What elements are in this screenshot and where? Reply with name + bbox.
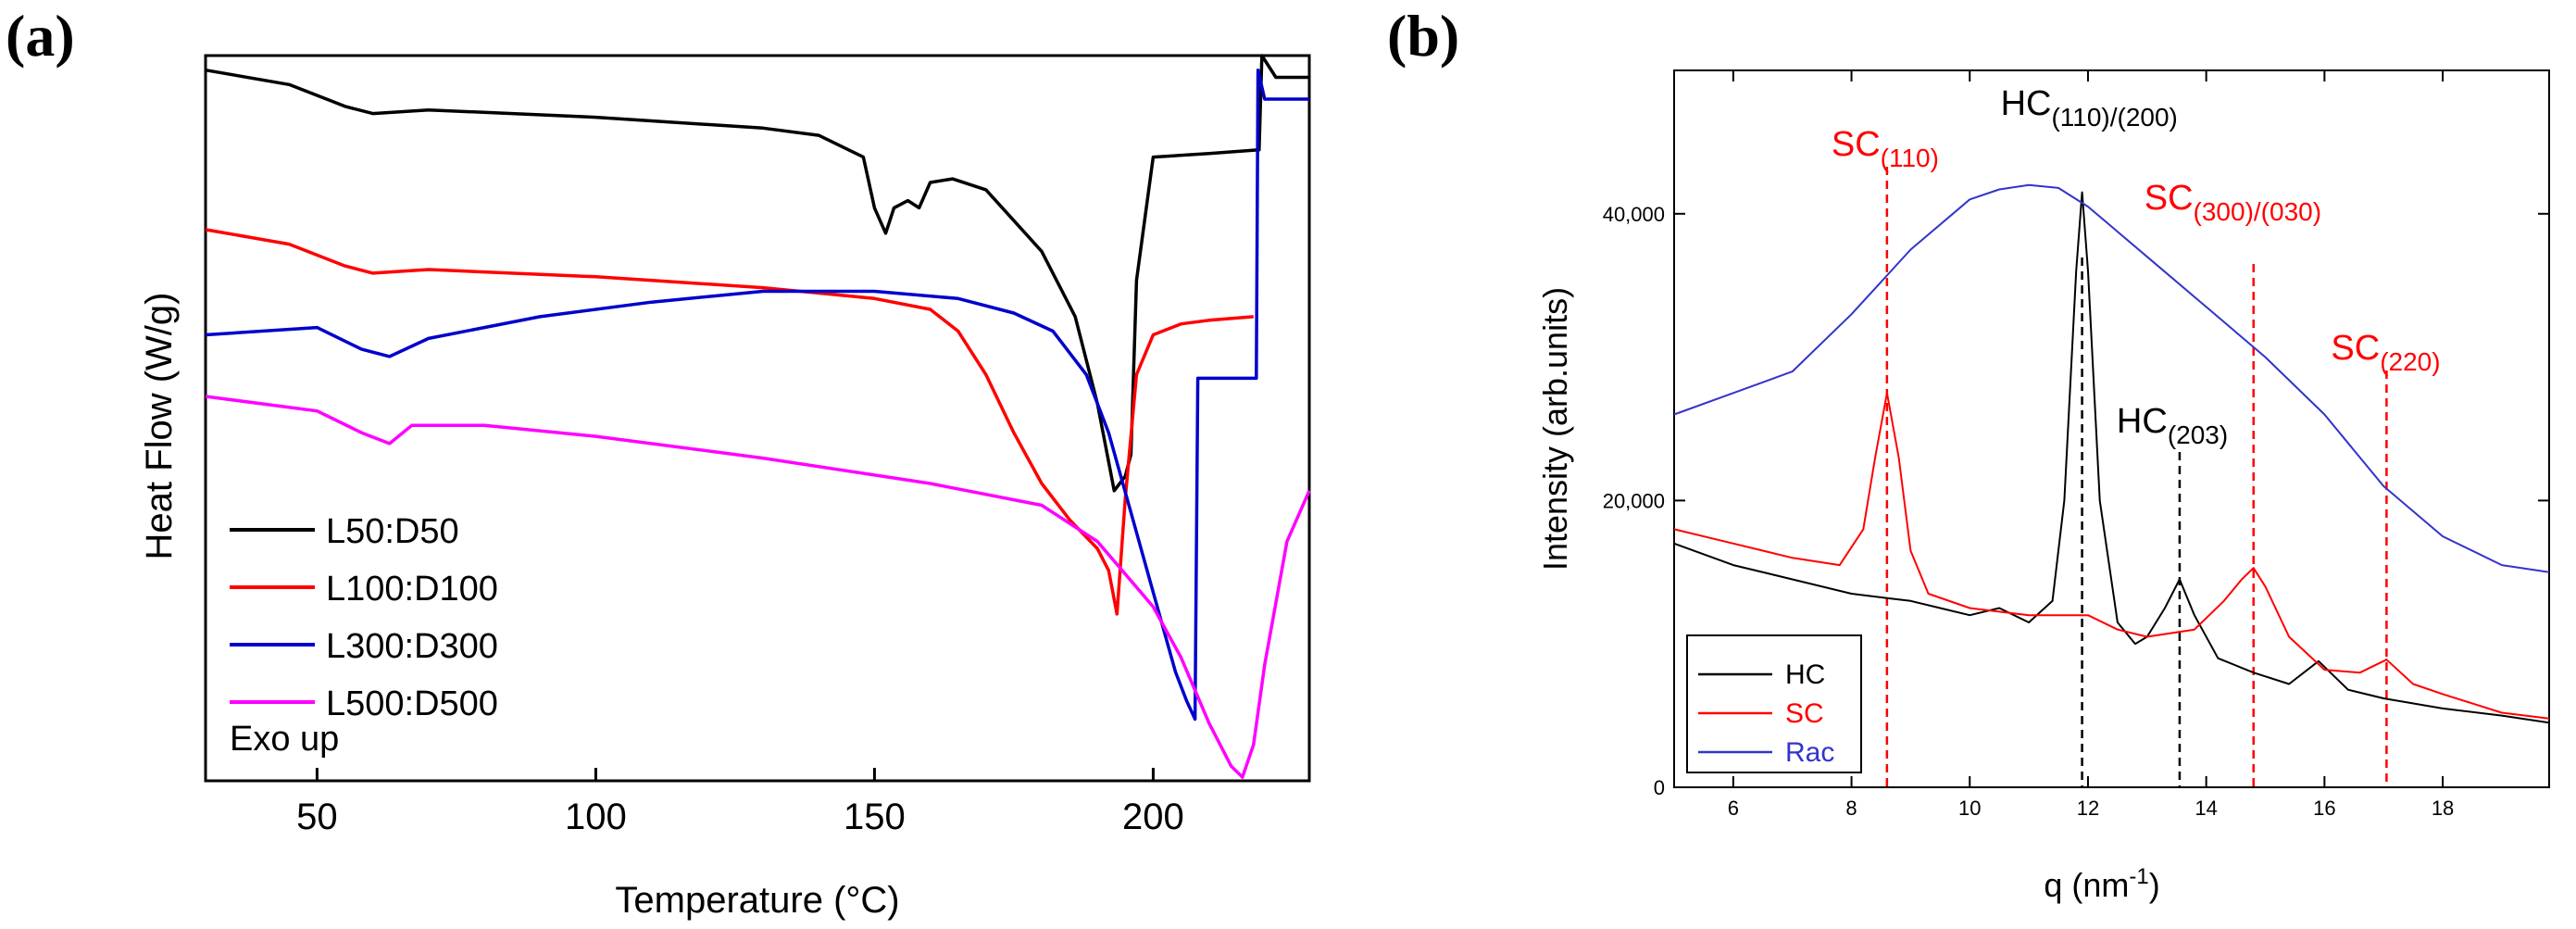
waxs-legend-label: Rac xyxy=(1785,737,1834,768)
dsc-x-tick-label: 200 xyxy=(1122,797,1184,837)
dsc-x-tick-label: 150 xyxy=(844,797,906,837)
waxs-series-line-0 xyxy=(1673,191,2550,724)
dsc-series-line-2 xyxy=(205,68,1309,722)
waxs-x-tick-label: 18 xyxy=(2432,797,2454,820)
dsc-y-axis-label: Heat Flow (W/g) xyxy=(139,293,180,560)
dsc-chart: 50 100 150 200 L50:D50L100:D100L300:D300L50… xyxy=(139,54,1311,921)
panel-label-a: (a) xyxy=(6,3,75,69)
exo-up-annotation: Exo up xyxy=(230,720,339,759)
dsc-x-tick-label: 100 xyxy=(565,797,627,837)
waxs-peak-label: SC(110) xyxy=(1832,125,1939,172)
dsc-x-axis-label: Temperature (°C) xyxy=(615,880,899,921)
waxs-plot-frame xyxy=(1673,69,2550,788)
dsc-legend-label: L500:D500 xyxy=(326,684,498,723)
waxs-legend-label: SC xyxy=(1785,698,1824,729)
dsc-legend-label: L300:D300 xyxy=(326,627,498,666)
waxs-legend: HC SC Rac xyxy=(1686,634,1862,773)
waxs-peak-label: HC(110)/(200) xyxy=(2001,84,2178,132)
waxs-legend-label: HC xyxy=(1785,659,1825,690)
waxs-x-tick-label: 10 xyxy=(1958,797,1981,820)
waxs-peak-label: HC(203) xyxy=(2117,402,2228,449)
dsc-plot-frame xyxy=(204,54,1311,783)
dsc-legend: L50:D50 L100:D100 L300:D300 L500:D500 xyxy=(230,512,498,723)
dsc-legend-label: L100:D100 xyxy=(326,570,498,609)
waxs-peak-label: SC(300)/(030) xyxy=(2145,179,2321,226)
dsc-series-lines xyxy=(205,54,1311,779)
waxs-x-axis-label: q (nm-1) xyxy=(2044,864,2159,904)
dsc-legend-label: L50:D50 xyxy=(326,512,459,551)
waxs-axis-ticks: 6 8 10 12 14 16 18 0 20,000 40,000 xyxy=(1603,70,2549,820)
waxs-x-tick-label: 14 xyxy=(2195,797,2217,820)
dsc-x-ticks: 50 100 150 200 xyxy=(296,768,1184,837)
dsc-series-line-3 xyxy=(205,395,1311,779)
waxs-peak-markers: SC(110) HC(110)/(200) HC(203) SC(300)/(030)… xyxy=(1832,84,2441,787)
waxs-x-tick-label: 16 xyxy=(2313,797,2335,820)
dsc-series-line-1 xyxy=(205,228,1254,616)
waxs-series-line-1 xyxy=(1673,392,2550,720)
waxs-peak-label: SC(220) xyxy=(2331,329,2440,376)
waxs-x-tick-label: 6 xyxy=(1728,797,1739,820)
waxs-x-tick-label: 8 xyxy=(1845,797,1857,820)
waxs-y-tick-label: 20,000 xyxy=(1603,489,1665,512)
dsc-x-tick-label: 50 xyxy=(296,797,338,837)
waxs-x-tick-label: 12 xyxy=(2077,797,2099,820)
waxs-series-lines xyxy=(1673,183,2550,724)
waxs-y-tick-label: 40,000 xyxy=(1603,203,1665,226)
waxs-legend-box xyxy=(1686,634,1862,773)
waxs-y-axis-label: Intensity (arb.units) xyxy=(1536,287,1574,571)
waxs-chart: 6 8 10 12 14 16 18 0 20,000 40,000 SC(110) HC(110)… xyxy=(1536,69,2550,904)
dsc-series-line-0 xyxy=(205,54,1309,493)
waxs-series-line-2 xyxy=(1673,183,2550,573)
waxs-y-tick-label: 0 xyxy=(1654,776,1665,799)
panel-label-b: (b) xyxy=(1387,3,1460,69)
